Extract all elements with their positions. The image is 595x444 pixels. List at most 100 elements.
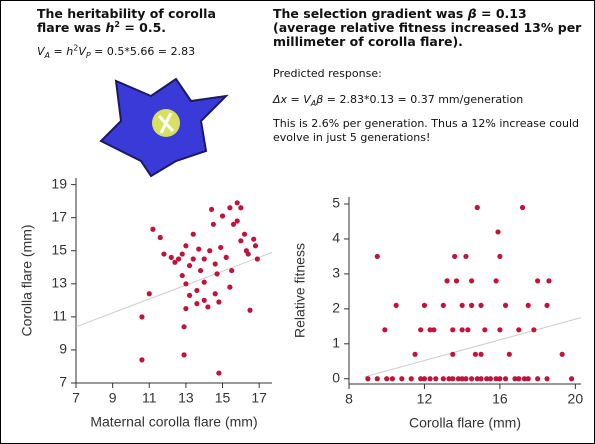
fit-line <box>363 317 582 378</box>
x-tick-label: 12 <box>417 391 433 407</box>
point <box>393 302 399 308</box>
point <box>399 376 405 382</box>
text-run: A <box>44 51 51 61</box>
y-tick-label: 5 <box>332 195 340 211</box>
point <box>139 357 145 363</box>
point <box>521 376 528 382</box>
point <box>512 376 518 382</box>
y-tick-label: 2 <box>332 300 340 316</box>
point <box>168 254 174 260</box>
point <box>484 376 490 382</box>
point <box>190 256 196 262</box>
point <box>196 246 202 252</box>
text-run: = 2.83*0.13 = 0.37 mm/generation <box>323 93 524 106</box>
x-tick-label: 15 <box>215 390 231 406</box>
point <box>241 231 248 237</box>
y-tick-label: 0 <box>332 369 340 385</box>
point <box>497 376 503 382</box>
y-tick-label: 17 <box>51 208 67 224</box>
point <box>186 263 193 269</box>
point <box>469 278 475 284</box>
point <box>525 376 531 382</box>
point <box>229 267 235 274</box>
point <box>374 376 380 382</box>
text-run: h <box>66 45 74 58</box>
text-run: Δx <box>273 93 288 106</box>
point <box>452 253 458 260</box>
point <box>418 327 424 333</box>
point <box>455 376 461 382</box>
point <box>207 248 213 254</box>
point <box>546 278 552 284</box>
right-heading: The selection gradient was β = 0.13 (ave… <box>273 7 591 49</box>
left-heading: The heritability of corolla flare was h2… <box>37 7 247 35</box>
point <box>238 238 244 244</box>
text-run: = <box>287 93 304 106</box>
y-axis-label: Relative fitness <box>292 243 308 338</box>
point <box>502 376 509 382</box>
point <box>245 251 251 257</box>
point <box>183 281 189 287</box>
point <box>201 297 207 303</box>
point <box>450 327 456 333</box>
text-run: V <box>37 45 45 58</box>
fit-line <box>75 251 273 328</box>
point <box>252 243 259 249</box>
text-run: V <box>78 45 86 58</box>
point <box>440 302 446 308</box>
point <box>469 376 475 382</box>
point <box>559 351 565 357</box>
point <box>493 278 499 284</box>
point <box>427 376 433 382</box>
point <box>183 306 189 312</box>
text-run: β <box>467 6 477 21</box>
point <box>478 302 484 308</box>
x-tick-label: 16 <box>492 391 508 407</box>
point <box>179 272 185 279</box>
point <box>418 376 424 382</box>
point <box>459 302 465 308</box>
x-tick-label: 11 <box>142 390 157 406</box>
point <box>431 327 437 333</box>
point <box>544 376 550 382</box>
point <box>531 327 537 333</box>
y-tick-label: 9 <box>59 341 67 357</box>
text-run: 2 <box>114 19 120 29</box>
point <box>247 307 253 313</box>
point <box>444 278 450 284</box>
point <box>463 376 469 382</box>
point <box>440 376 446 382</box>
x-tick-label: 9 <box>109 390 117 406</box>
point <box>214 271 220 277</box>
point <box>412 351 418 357</box>
x-tick-label: 17 <box>251 390 267 406</box>
point <box>183 243 189 249</box>
point <box>384 376 390 382</box>
y-tick-label: 1 <box>332 335 340 351</box>
response-formula: Δx = VAβ = 2.83*0.13 = 0.37 mm/generatio… <box>273 93 524 108</box>
point <box>474 376 480 382</box>
point <box>201 279 207 285</box>
y-tick-label: 7 <box>59 374 67 390</box>
point <box>382 327 388 333</box>
text-run: V <box>303 93 311 106</box>
point <box>493 376 499 382</box>
point <box>535 376 541 382</box>
point <box>568 376 575 382</box>
point <box>544 302 550 308</box>
point <box>469 302 475 308</box>
point <box>208 206 215 213</box>
x-axis-label: Maternal corolla flare (mm) <box>90 414 257 430</box>
point <box>497 253 503 260</box>
point <box>516 327 522 333</box>
point <box>478 351 484 357</box>
text-run: The heritability of corolla flare was <box>37 6 216 35</box>
point <box>374 253 380 260</box>
text-run: 2 <box>73 43 79 53</box>
point <box>254 256 260 262</box>
point <box>502 302 509 308</box>
point <box>251 236 257 242</box>
point <box>450 351 456 357</box>
